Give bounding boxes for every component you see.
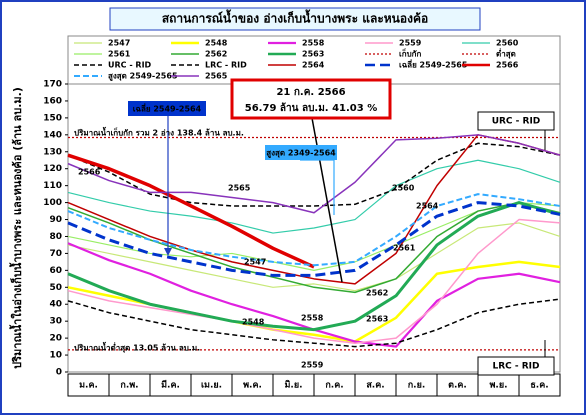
arrow-head [164, 248, 172, 256]
series-tag: 2548 [242, 318, 265, 327]
x-tick-label: พ.ย. [489, 381, 507, 391]
x-tick-label: เม.ย. [201, 381, 222, 391]
legend-label: 2560 [496, 39, 519, 48]
legend-label: 2548 [205, 39, 228, 48]
y-tick-label: 110 [43, 181, 62, 191]
legend-label: 2565 [205, 72, 228, 81]
legend-label: 2564 [302, 61, 325, 70]
x-tick-label: ก.ค. [325, 381, 343, 391]
x-tick-label: ธ.ค. [530, 381, 548, 391]
y-tick-label: 170 [43, 80, 62, 90]
series-tag: 2559 [301, 361, 324, 370]
series-line [67, 201, 561, 294]
annotation: เฉลี่ย 2549-2564 [133, 103, 202, 114]
chart-title: สถานการณ์น้ำของ อ่างเก็บน้ำบางพระ และหนอ… [162, 9, 428, 26]
series-line [67, 142, 561, 207]
annotation-box [128, 101, 206, 116]
y-tick-label: 160 [43, 96, 62, 106]
y-tick-label: 50 [49, 283, 62, 293]
y-tick-label: 80 [49, 232, 62, 242]
legend-label: 2558 [302, 39, 325, 48]
series-line [67, 159, 561, 234]
legend-label: 2547 [108, 39, 130, 48]
annotation: สูงสุด 2349-2564 [266, 149, 336, 159]
series-tag: 2562 [366, 289, 388, 298]
x-tick-label: ส.ค. [366, 381, 384, 391]
legend-label: 2566 [496, 61, 519, 70]
legend-label: ต่ำสุด [496, 48, 516, 60]
annotation: LRC - RID [492, 362, 539, 372]
series-tag: 2563 [366, 315, 388, 324]
series-tag: 2560 [392, 184, 415, 193]
annotation-box [230, 78, 392, 120]
series-tag: 2561 [393, 244, 416, 253]
annotation-box [477, 111, 555, 131]
series-tag: 2558 [301, 314, 324, 323]
legend-label: สูงสุด 2549-2565 [108, 72, 178, 82]
y-axis-label: ปริมาณน้ำในอ่างเก็บน้ำบางพระ และหนองค้อ … [9, 87, 24, 369]
series-line [67, 153, 315, 269]
y-tick-label: 60 [49, 266, 62, 276]
annotation: 56.79 ล้าน ลบ.ม. 41.03 % [245, 102, 377, 114]
y-tick-label: 140 [43, 130, 62, 140]
y-tick-label: 100 [43, 198, 62, 208]
x-tick-label: ม.ค. [79, 381, 98, 391]
legend-label: เฉลี่ย 2549-2565 [399, 59, 468, 70]
legend-label: 2559 [399, 39, 422, 48]
y-tick-label: 130 [43, 147, 62, 157]
annotation: URC - RID [492, 117, 541, 127]
x-tick-label: ก.พ. [120, 381, 138, 391]
y-tick-label: 10 [49, 351, 62, 361]
y-tick-label: 40 [49, 300, 62, 310]
series-tag: 2547 [244, 258, 266, 267]
legend-label: เก็บกัก [399, 48, 422, 59]
x-tick-label: ก.ย. [408, 381, 426, 391]
series-tag: 2565 [228, 184, 251, 193]
series-line [67, 218, 561, 344]
y-tick-label: 150 [43, 113, 62, 123]
y-tick-label: 0 [56, 368, 62, 378]
series-line [67, 201, 561, 277]
x-tick-label: พ.ค. [243, 381, 262, 391]
legend-label: 2561 [108, 50, 131, 59]
legend-label: 2563 [302, 50, 324, 59]
x-tick-label: มี.ค. [161, 380, 180, 391]
series-tag: 2566 [78, 168, 101, 177]
series-line [67, 193, 561, 267]
legend-label: 2562 [205, 50, 227, 59]
annotation: 21 ก.ค. 2566 [276, 87, 345, 98]
x-tick-label: มิ.ย. [284, 380, 302, 391]
x-tick-label: ต.ค. [448, 381, 467, 391]
y-tick-label: 120 [43, 164, 62, 174]
y-tick-label: 90 [49, 215, 62, 225]
series-line [67, 222, 561, 292]
series-tag: 2564 [416, 202, 439, 211]
annotation: ปริมาณน้ำเก็บกัก รวม 2 อ่าง 138.4 ล้าน ล… [74, 127, 244, 138]
legend-label: URC - RID [108, 61, 152, 70]
annotation-box [477, 356, 555, 376]
series-line [67, 298, 561, 348]
annotation-box [265, 145, 337, 160]
series-line [67, 201, 561, 332]
legend-box [67, 35, 561, 85]
series-line [67, 134, 561, 214]
y-tick-label: 70 [49, 249, 62, 259]
y-tick-label: 30 [49, 317, 62, 327]
annotation: ปริมาณน้ำต่ำสุด 13.05 ล้าน ลบ.ม. [74, 342, 200, 354]
legend-label: LRC - RID [205, 61, 247, 70]
y-tick-label: 20 [49, 334, 62, 344]
title-box [109, 7, 481, 31]
